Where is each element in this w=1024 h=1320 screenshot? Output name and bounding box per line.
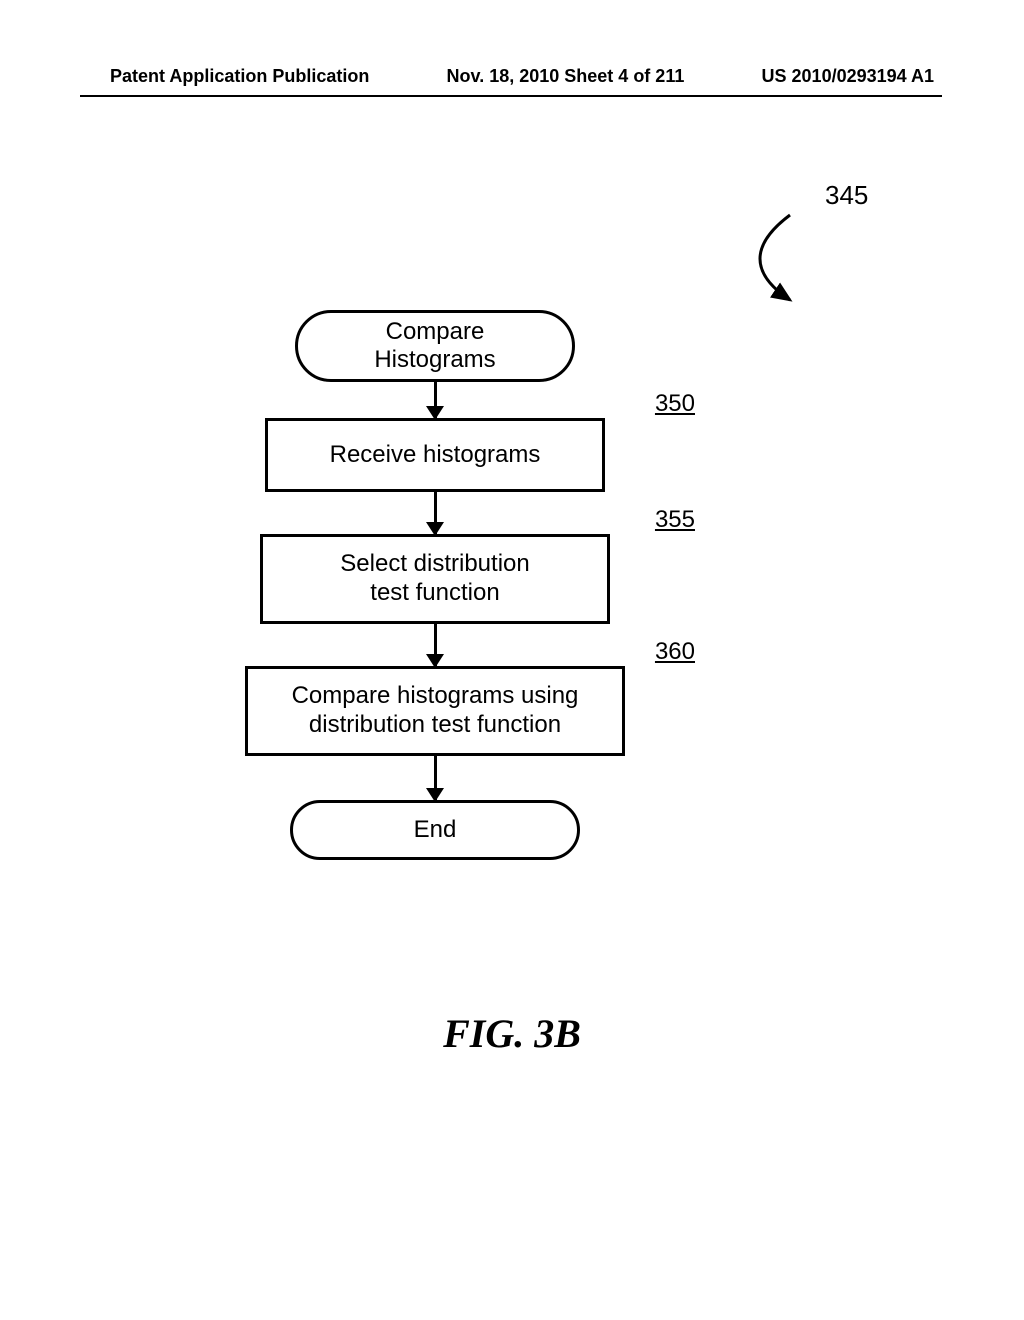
flowchart: Compare Histograms Receive histograms350 S… (235, 310, 635, 860)
flowchart-node-box: Select distribution test function (260, 534, 610, 624)
flowchart-arrow-icon (434, 756, 437, 800)
flowchart-node-box: End (290, 800, 580, 860)
flowchart-node-n355: Select distribution test function355 (235, 534, 635, 624)
flowchart-arrow-icon (434, 382, 437, 418)
flowchart-node-n360: Compare histograms using distribution te… (235, 666, 635, 756)
page: Patent Application Publication Nov. 18, … (0, 0, 1024, 1320)
step-reference-number: 350 (655, 390, 695, 418)
flowchart-node-box: Compare histograms using distribution te… (245, 666, 625, 756)
flowchart-node-end: End (235, 800, 635, 860)
figure-caption: FIG. 3B (0, 1010, 1024, 1057)
flowchart-node-box: Receive histograms (265, 418, 605, 492)
flowchart-node-box: Compare Histograms (295, 310, 575, 382)
step-reference-number: 355 (655, 506, 695, 534)
flowchart-node-n350: Receive histograms350 (235, 418, 635, 492)
flowchart-arrow-icon (434, 624, 437, 666)
step-reference-number: 360 (655, 638, 695, 666)
flowchart-node-start: Compare Histograms (235, 310, 635, 382)
flowchart-arrow-icon (434, 492, 437, 534)
